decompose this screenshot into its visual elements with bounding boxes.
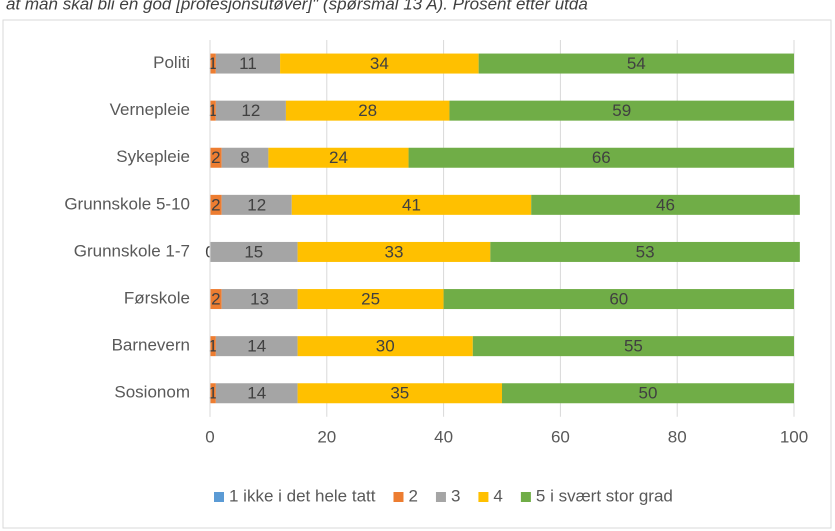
data-label: 59	[612, 101, 631, 120]
y-tick-label: Sykepleie	[116, 147, 190, 166]
data-label: 11	[239, 54, 257, 73]
legend-label: 4	[493, 486, 502, 505]
legend-label: 3	[451, 486, 460, 505]
bar-segment	[291, 194, 532, 215]
bar-segment	[490, 241, 800, 262]
data-label: 33	[384, 242, 403, 261]
legend-label: 1 ikke i det hele tatt	[229, 486, 376, 505]
legend-swatch	[478, 492, 489, 502]
y-tick-label: Førskole	[124, 289, 190, 308]
bar-segment	[210, 241, 298, 262]
bar-segment	[478, 53, 794, 74]
data-label: 1	[208, 337, 217, 356]
data-label: 46	[656, 195, 675, 214]
y-tick-label: Sosionom	[114, 383, 190, 402]
x-tick-label: 0	[205, 427, 214, 446]
bar-segment	[210, 147, 222, 168]
data-label: 25	[361, 290, 380, 309]
bar-segment	[408, 147, 794, 168]
bar-segment	[221, 289, 298, 310]
y-tick-label: Barnevern	[112, 336, 190, 355]
data-label: 13	[250, 290, 269, 309]
data-label: 8	[240, 148, 249, 167]
bar-segment	[449, 100, 794, 121]
data-label: 1	[208, 101, 217, 120]
x-tick-label: 40	[434, 427, 453, 446]
data-label: 66	[592, 148, 611, 167]
y-tick-label: Grunnskole 5-10	[64, 194, 190, 213]
x-tick-label: 100	[780, 427, 808, 446]
data-label: 12	[241, 101, 260, 120]
data-label: 30	[376, 337, 395, 356]
bar-segment	[502, 383, 794, 404]
bar-segment	[280, 53, 479, 74]
y-tick-label: Grunnskole 1-7	[74, 241, 190, 260]
bar-segment	[285, 100, 450, 121]
data-label: 1	[208, 384, 217, 403]
data-label: 28	[358, 101, 377, 120]
bar-segment	[215, 383, 298, 404]
data-label: 12	[247, 195, 266, 214]
data-label: 14	[247, 384, 266, 403]
data-label: 15	[244, 242, 263, 261]
data-label: 54	[627, 54, 646, 73]
chart-border	[2, 19, 832, 529]
data-label: 2	[211, 195, 220, 214]
bar-segment	[297, 241, 491, 262]
bar-segment	[210, 194, 222, 215]
chart-title: at man skal bli en god [profesjonsutøver…	[6, 0, 588, 13]
legend-swatch	[393, 492, 404, 502]
x-tick-label: 60	[551, 427, 570, 446]
data-label: 41	[402, 195, 421, 214]
data-label: 24	[329, 148, 348, 167]
bar-segment	[215, 53, 281, 74]
bar-segment	[210, 100, 216, 121]
legend-swatch	[520, 492, 531, 502]
data-label: 1	[208, 54, 217, 73]
bar-segment	[268, 147, 409, 168]
bar-segment	[215, 100, 286, 121]
y-tick-label: Politi	[153, 53, 190, 72]
legend-label: 5 i svært stor grad	[536, 486, 673, 505]
data-label: 55	[624, 337, 643, 356]
bar-segment	[443, 289, 794, 310]
bar-segment	[221, 147, 269, 168]
bar-segment	[297, 289, 444, 310]
bar-segment	[215, 336, 298, 357]
data-label: 34	[370, 54, 389, 73]
bar-segment	[210, 289, 222, 310]
data-label: 60	[609, 290, 628, 309]
bar-segment	[221, 194, 292, 215]
data-label: 35	[390, 384, 409, 403]
bar-segment	[210, 336, 216, 357]
legend-swatch	[214, 492, 224, 502]
data-label: 50	[639, 384, 658, 403]
legend-swatch	[435, 492, 446, 502]
bar-segment	[297, 336, 473, 357]
legend-label: 2	[408, 486, 417, 505]
data-label: 14	[247, 337, 266, 356]
bar-segment	[210, 383, 216, 404]
x-tick-label: 20	[317, 427, 336, 446]
bar-segment	[531, 194, 800, 215]
data-label: 2	[211, 148, 220, 167]
y-tick-label: Vernepleie	[110, 100, 190, 119]
data-label: 53	[636, 242, 655, 261]
bar-segment	[297, 383, 502, 404]
bar-segment	[210, 53, 216, 74]
bar-segment	[472, 336, 794, 357]
data-label: 2	[211, 290, 220, 309]
x-tick-label: 80	[668, 427, 687, 446]
